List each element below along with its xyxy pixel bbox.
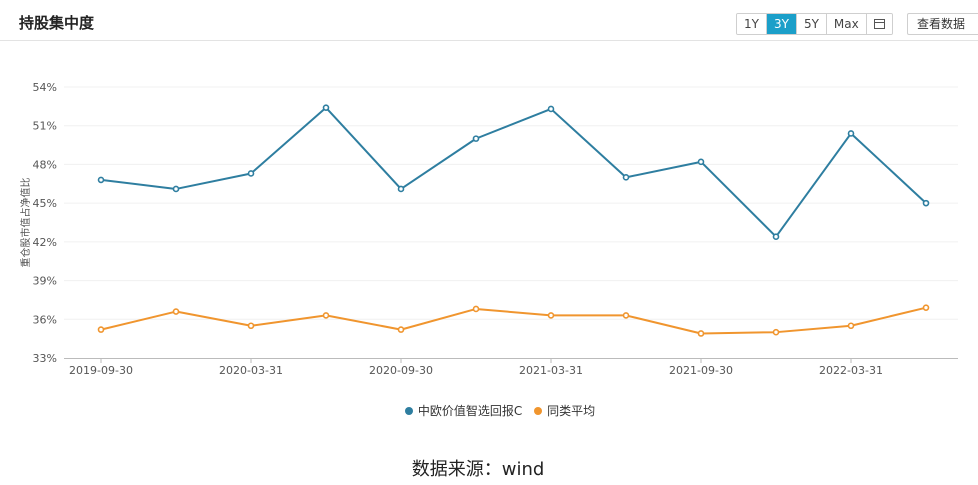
data-point-1-6 bbox=[547, 312, 555, 319]
view-data-button[interactable]: 查看数据 bbox=[907, 13, 978, 35]
legend: 中欧价值智选回报C 同类平均 bbox=[0, 402, 978, 419]
data-point-0-3 bbox=[322, 104, 330, 111]
series-line-0 bbox=[100, 106, 927, 238]
x-axis: 2019-09-30 2020-03-31 2020-09-30 2021-03-31… bbox=[64, 358, 958, 377]
range-button-5y[interactable]: 5Y bbox=[796, 14, 827, 34]
x-tick-label-2021-03-31: 2021-03-31 bbox=[519, 364, 583, 377]
data-point-1-4 bbox=[397, 326, 405, 333]
calendar-icon bbox=[873, 19, 885, 29]
line-chart: 33% 36% 39% 42% 45% 48% 51% 54% 2019-09-30 2020-… bbox=[19, 81, 958, 377]
data-point-1-1 bbox=[172, 308, 180, 315]
data-point-0-11 bbox=[922, 199, 930, 207]
data-point-0-1 bbox=[172, 185, 180, 193]
data-point-0-5 bbox=[472, 135, 480, 142]
legend-marker-peer-average bbox=[534, 406, 543, 415]
legend-item-fund[interactable]: 中欧价值智选回报C bbox=[404, 402, 523, 419]
data-point-1-2 bbox=[247, 322, 255, 330]
data-point-1-7 bbox=[622, 312, 630, 319]
legend-label-fund: 中欧价值智选回报C bbox=[417, 404, 523, 418]
y-axis-label: 重仓股市值占净值比 bbox=[19, 178, 32, 268]
x-tick-label-2022-03-31: 2022-03-31 bbox=[819, 364, 883, 377]
y-tick-label-48: 48% bbox=[33, 158, 57, 171]
calendar-button[interactable] bbox=[866, 14, 892, 34]
data-point-0-2 bbox=[247, 170, 255, 177]
data-point-0-0 bbox=[97, 176, 105, 184]
data-point-1-10 bbox=[847, 322, 855, 330]
y-tick-label-39: 39% bbox=[33, 275, 57, 288]
data-source-note: 数据来源：wind bbox=[411, 459, 545, 480]
y-tick-label-33: 33% bbox=[33, 352, 57, 365]
data-point-1-11 bbox=[922, 304, 930, 311]
x-tick-label-2021-09-30: 2021-09-30 bbox=[669, 364, 733, 377]
data-point-0-8 bbox=[697, 158, 705, 166]
y-tick-label-54: 54% bbox=[33, 81, 57, 94]
page-title: 持股集中度 bbox=[19, 14, 95, 32]
x-tick-label-2020-09-30: 2020-09-30 bbox=[369, 364, 433, 377]
range-selector: 1Y 3Y 5Y Max bbox=[736, 13, 893, 35]
data-point-0-6 bbox=[547, 105, 555, 113]
legend-item-peer-average[interactable]: 同类平均 bbox=[534, 402, 595, 419]
y-tick-label-36: 36% bbox=[33, 313, 57, 326]
data-point-1-5 bbox=[472, 305, 480, 313]
range-button-3y[interactable]: 3Y bbox=[766, 14, 797, 34]
data-point-1-8 bbox=[697, 330, 705, 337]
series-group bbox=[97, 104, 930, 337]
x-tick-label-2020-03-31: 2020-03-31 bbox=[219, 364, 283, 377]
data-point-0-10 bbox=[847, 130, 855, 137]
grid-lines bbox=[64, 86, 958, 320]
data-point-1-9 bbox=[772, 328, 780, 336]
legend-label-peer-average: 同类平均 bbox=[547, 404, 596, 418]
data-point-1-3 bbox=[322, 312, 330, 319]
range-button-max[interactable]: Max bbox=[826, 14, 867, 34]
range-button-1y[interactable]: 1Y bbox=[737, 14, 767, 34]
data-point-0-7 bbox=[622, 174, 630, 181]
y-axis-ticks: 33% 36% 39% 42% 45% 48% 51% 54% bbox=[33, 81, 57, 365]
data-point-0-9 bbox=[772, 233, 780, 240]
x-tick-label-2019-09-30: 2019-09-30 bbox=[69, 364, 133, 377]
legend-marker-fund bbox=[404, 406, 413, 415]
data-point-1-0 bbox=[97, 326, 105, 333]
header: 持股集中度 1Y 3Y 5Y Max 查看数据 bbox=[0, 0, 978, 41]
y-tick-label-42: 42% bbox=[33, 236, 57, 249]
y-tick-label-45: 45% bbox=[33, 197, 57, 210]
y-tick-label-51: 51% bbox=[33, 120, 57, 133]
data-point-0-4 bbox=[397, 185, 405, 193]
series-line-1 bbox=[100, 306, 927, 335]
